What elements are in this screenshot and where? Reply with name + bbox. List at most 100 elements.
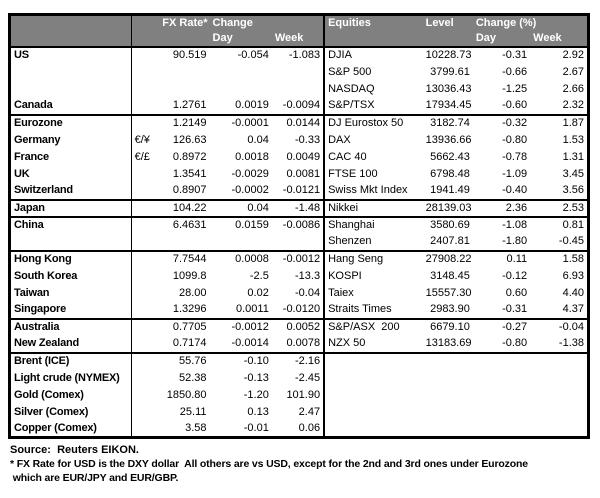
table-row: Germany €/¥ 126.63 0.04 -0.33 DAX 13936.66 -0.8… (9, 131, 589, 149)
fx-week-change-cell: -2.16 (271, 351, 326, 370)
table-row: China 6.4631 0.0159 -0.0086 Shanghai 3580.69-… (9, 215, 589, 234)
fx-week-change-cell: -2.45 (271, 369, 326, 387)
fx-week-change-cell: -0.0012 (271, 249, 326, 268)
pair-symbol-cell (131, 370, 159, 387)
header-row-2: Day Week Day Week (9, 30, 589, 48)
index-name-cell: FTSE 100 (328, 167, 378, 180)
header-eq-week: Week (530, 30, 589, 48)
index-level-cell: 27908.22 (422, 249, 473, 268)
country-cell: Singapore (9, 301, 132, 319)
header-fx-rate: FX Rate* (159, 14, 210, 31)
table-row: Eurozone 1.2149 -0.0001 0.0144 DJ Eurostox 5… (9, 113, 589, 132)
fx-week-change-cell: 0.06 (271, 420, 326, 438)
index-day-change-cell: -0.66 (502, 65, 528, 78)
index-week-change-cell: 6.93 (562, 269, 584, 282)
header-blank-cell (9, 14, 132, 31)
index-level-cell: 17934.45 (425, 99, 472, 111)
pair-symbol-cell (131, 47, 159, 64)
fx-rate-cell: 1.2761 (172, 99, 207, 111)
index-week-change-cell: 2.32 (562, 99, 584, 111)
fx-rate-cell: 52.38 (178, 371, 207, 384)
fx-week-change-cell: 101.90 (271, 386, 326, 404)
index-name-cell: Swiss Mkt Index (328, 184, 408, 196)
index-day-change-cell (473, 421, 530, 438)
fx-day-change-cell: 0.13 (247, 405, 269, 418)
country-cell: Taiwan (9, 284, 132, 302)
index-level-cell: 15557.30 (425, 286, 472, 299)
table-row: Hong Kong 7.7544 0.0008 -0.0012 Hang Seng 279… (9, 249, 589, 268)
country-cell: Light crude (NYMEX) (9, 369, 132, 387)
pair-symbol-cell (131, 183, 159, 200)
table-row: Japan 104.22 0.04 -1.48 Nikkei 28139.03 2.36 2.… (9, 198, 589, 217)
header-equities: Equities (324, 14, 423, 31)
index-name-cell: Shanghai (324, 215, 423, 234)
pair-symbol-cell (131, 249, 160, 268)
fx-day-change-cell: -0.0002 (231, 184, 269, 196)
fx-day-change-cell: -0.054 (237, 49, 269, 61)
fx-week-change-cell: -1.083 (271, 46, 326, 64)
pair-symbol-cell (131, 113, 160, 132)
index-level-cell (423, 421, 473, 438)
header-level: Level (422, 14, 473, 31)
country-cell: South Korea (9, 267, 132, 285)
index-level-cell: 1941.49 (430, 184, 470, 196)
country-cell: US (9, 46, 132, 64)
index-week-change-cell (530, 387, 588, 404)
header-blank-cell (324, 30, 423, 48)
pair-symbol-cell (131, 351, 160, 370)
index-day-change-cell (473, 387, 530, 404)
index-name-cell (324, 370, 423, 387)
fx-day-change-cell (210, 64, 272, 81)
fx-rate-cell (159, 81, 209, 98)
index-day-change-cell: -0.27 (472, 317, 531, 336)
index-day-change-cell: -0.32 (472, 113, 531, 132)
fx-day-change-cell (210, 234, 272, 251)
fx-rate-cell: 7.7544 (159, 249, 210, 268)
fx-rate-cell (159, 64, 209, 81)
header-change-pct: Change (%) (472, 14, 589, 31)
index-level-cell (423, 370, 473, 387)
fx-rate-cell: 6.4631 (159, 215, 210, 234)
fx-rate-cell: 1.2149 (159, 113, 210, 132)
country-cell: France (9, 148, 132, 166)
fx-rate-cell: 0.8972 (172, 150, 207, 163)
index-level-cell (423, 404, 473, 421)
index-week-change-cell: 2.67 (562, 65, 584, 78)
fx-week-change-cell: -13.3 (271, 267, 326, 285)
fx-day-change-cell: 0.0018 (235, 150, 269, 163)
index-name-cell: S&P/TSX (328, 99, 375, 111)
index-week-change-cell: -0.04 (530, 317, 589, 336)
country-cell: China (9, 215, 132, 234)
index-week-change-cell (530, 351, 589, 370)
fx-rate-cell: 55.76 (159, 351, 210, 370)
header-blank-cell (131, 14, 160, 31)
fx-rate-cell: 0.7174 (172, 337, 207, 349)
index-name-cell: Hang Seng (324, 249, 423, 268)
country-cell: Switzerland (9, 182, 132, 200)
index-day-change-cell: -0.78 (502, 150, 528, 163)
index-level-cell (423, 387, 473, 404)
fx-week-change-cell: 0.0049 (271, 148, 326, 166)
source-note: Source: Reuters EIKON. (10, 444, 139, 456)
fx-rate-cell: 0.7705 (159, 317, 210, 336)
fx-week-change-cell (271, 233, 326, 251)
pair-symbol-cell (131, 268, 159, 285)
header-blank-cell (422, 30, 473, 48)
index-week-change-cell: 1.53 (562, 133, 584, 146)
index-day-change-cell: -1.09 (502, 167, 528, 180)
fx-rate-cell: 28.00 (178, 286, 207, 299)
fx-day-change-cell: -0.0001 (209, 113, 272, 132)
table-row: UK 1.3541 -0.0029 0.0081 FTSE 100 6798.48 -1.0… (9, 165, 589, 183)
fx-rate-cell: 1.3296 (172, 303, 207, 315)
index-name-cell: DJ Eurostox 50 (324, 113, 423, 132)
index-name-cell (324, 387, 423, 404)
country-cell: Japan (9, 198, 132, 217)
index-week-change-cell: -1.38 (558, 337, 584, 349)
index-week-change-cell: 2.53 (530, 198, 589, 217)
index-day-change-cell: 0.11 (472, 249, 531, 268)
fx-week-change-cell: -0.0121 (271, 182, 326, 200)
index-day-change-cell: -0.31 (502, 303, 528, 315)
header-blank-cell (159, 30, 210, 48)
footnote-line2: which are EUR/JPY and EUR/GBP. (10, 472, 179, 484)
fx-rate-cell: 1850.80 (166, 388, 207, 401)
